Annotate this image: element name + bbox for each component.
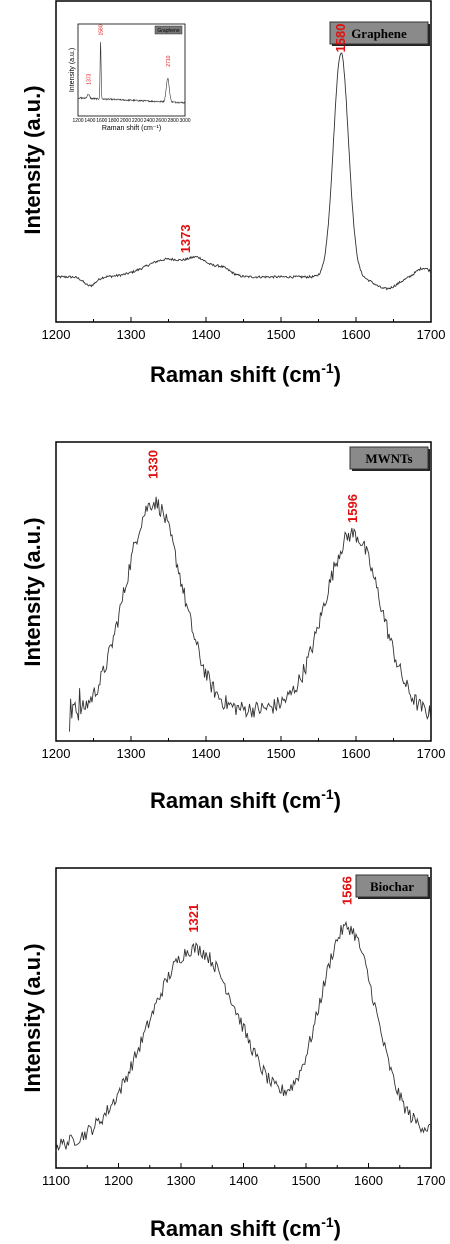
inset-x-tick-label: 1200 (72, 118, 83, 124)
x-tick-label: 1200 (42, 327, 71, 342)
x-tick-label: 1500 (267, 746, 296, 761)
inset-frame (77, 23, 186, 117)
inset-x-tick-label: 2200 (132, 118, 143, 124)
x-tick-label: 1400 (192, 327, 221, 342)
x-tick-label: 1400 (192, 746, 221, 761)
x-tick-label: 1700 (417, 327, 446, 342)
legend-box (329, 21, 429, 45)
inset-x-tick-label: 2400 (144, 118, 155, 124)
inset-legend-label: Graphene (157, 28, 179, 34)
inset-peak-label-1373: 1373 (86, 73, 92, 84)
peak-label-1596: 1596 (345, 494, 360, 523)
peak-label-1330: 1330 (146, 450, 161, 479)
inset-x-tick-label: 1600 (96, 118, 107, 124)
y-axis-title: Intensity (a.u.) (20, 517, 45, 666)
x-tick-label: 1200 (42, 746, 71, 761)
inset-spectrum-line (77, 41, 186, 104)
chart-panel-graphene: 1200 1300 1400 1500 1600 1700 Raman shift (cm-… (20, 0, 446, 387)
y-axis-title: Intensity (a.u.) (20, 85, 45, 234)
x-tick-label: 1600 (342, 746, 371, 761)
x-tick-label: 1200 (104, 1173, 133, 1188)
peak-label-1373: 1373 (178, 224, 193, 253)
peak-label-1566: 1566 (339, 876, 354, 905)
x-tick-label: 1500 (292, 1173, 321, 1188)
spectrum-line (55, 920, 432, 1152)
inset-x-axis-title: Raman shift (cm⁻¹) (102, 125, 161, 132)
x-tick-label: 1400 (229, 1173, 258, 1188)
x-tick-label: 1600 (342, 327, 371, 342)
y-axis-title: Intensity (a.u.) (20, 943, 45, 1092)
x-tick-label: 1300 (117, 746, 146, 761)
x-axis-title: Raman shift (cm-1) (150, 1214, 341, 1241)
inset-x-tick-label: 2600 (156, 118, 167, 124)
legend-box (349, 446, 429, 470)
x-axis-title: Raman shift (cm-1) (150, 360, 341, 387)
peak-label-1321: 1321 (186, 904, 201, 933)
x-tick-label: 1600 (354, 1173, 383, 1188)
plot-frame (55, 441, 432, 742)
legend-label: MWNTs (365, 451, 412, 466)
spectrum-line (55, 52, 432, 291)
plot-frame (55, 867, 432, 1169)
inset-x-tick-label: 2800 (168, 118, 179, 124)
inset-y-axis-title: Intensity (a.u.) (69, 48, 76, 92)
spectrum-line (69, 496, 432, 732)
inset-x-tick-label: 1800 (108, 118, 119, 124)
legend-label: Biochar (370, 879, 414, 894)
inset-x-tick-label: 1400 (84, 118, 95, 124)
inset-legend-box (154, 25, 183, 35)
chart-panel-mwnts: 1200 1300 1400 1500 1600 1700 Raman shift (cm-… (20, 441, 446, 813)
x-tick-label: 1700 (417, 746, 446, 761)
x-tick-label: 1300 (117, 327, 146, 342)
inset-x-tick-label: 3000 (179, 118, 190, 124)
chart-panel-biochar: 1100 1200 1300 1400 1500 1600 1700 Raman shift … (20, 867, 446, 1241)
x-axis-title: Raman shift (cm-1) (150, 786, 341, 813)
x-tick-label: 1100 (42, 1173, 70, 1188)
inset-x-tick-label: 2000 (120, 118, 131, 124)
legend-box (355, 874, 429, 898)
inset-peak-label-1580: 1580 (99, 24, 105, 35)
legend-label: Graphene (351, 26, 407, 41)
inset-peak-label-2710: 2710 (166, 55, 172, 66)
x-tick-label: 1300 (167, 1173, 196, 1188)
x-tick-label: 1500 (267, 327, 296, 342)
peak-label-1580: 1580 (333, 24, 348, 53)
x-tick-label: 1700 (417, 1173, 446, 1188)
inset-chart: 1200 1400 1600 1800 2000 2200 2400 2600 2800 3000… (69, 23, 191, 132)
